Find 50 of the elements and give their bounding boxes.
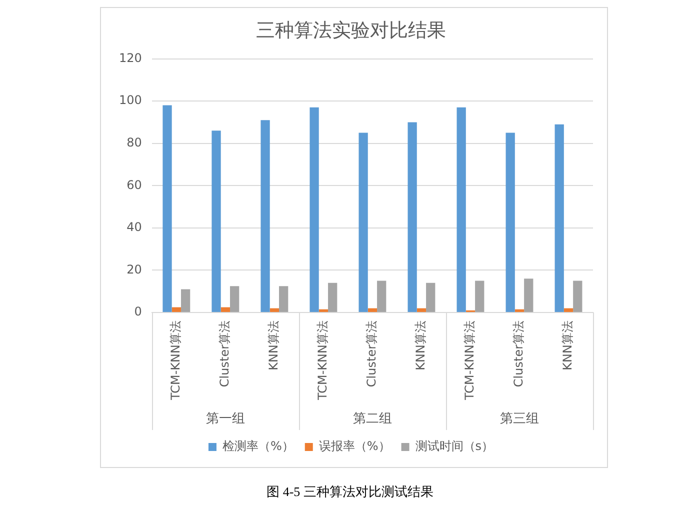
bar <box>573 280 582 312</box>
text: 第一组 <box>206 410 245 426</box>
bar <box>456 107 466 312</box>
bar <box>212 130 221 312</box>
bar <box>220 307 230 312</box>
chart-title: 三种算法实验对比结果 <box>256 19 446 42</box>
bar <box>377 280 386 312</box>
bar <box>260 120 270 312</box>
x-tick-label: TCM-KNN算法 <box>316 320 330 402</box>
y-tick-label: 120 <box>119 50 142 65</box>
x-tick-label: Cluster算法 <box>512 320 526 388</box>
y-tick-label: 0 <box>134 304 142 319</box>
text: 第三组 <box>500 410 539 426</box>
caption: 图 4-5 三种算法对比测试结果 <box>266 483 434 501</box>
bar <box>554 124 564 312</box>
legend-label: 误报率（%） <box>318 439 390 454</box>
y-tick-label: 40 <box>126 220 142 234</box>
legend-label: 检测率（%） <box>222 439 294 454</box>
bar <box>162 105 172 312</box>
legend-label: 测试时间（s） <box>415 439 494 454</box>
y-tick-label: 20 <box>126 262 142 276</box>
bar <box>279 286 288 312</box>
y-tick-label: 80 <box>126 135 142 150</box>
x-tick-label: Cluster算法 <box>218 320 232 388</box>
bar <box>368 308 378 312</box>
bar <box>328 282 338 312</box>
bar <box>514 309 524 312</box>
bar <box>318 309 328 312</box>
x-tick-label: KNN算法 <box>266 320 281 370</box>
bar <box>230 286 240 312</box>
bar <box>564 308 574 312</box>
x-tick-label: Cluster算法 <box>364 320 379 388</box>
x-tick-label: TCM-KNN算法 <box>462 320 477 402</box>
bar <box>506 132 515 312</box>
bar <box>426 282 436 312</box>
bar <box>358 132 368 312</box>
bar <box>408 122 417 312</box>
bar <box>270 308 280 312</box>
bar <box>416 308 426 312</box>
bar <box>475 280 484 312</box>
x-tick-label: KNN算法 <box>414 320 428 370</box>
x-tick-label: TCM-KNN算法 <box>168 320 183 402</box>
y-tick-label: 100 <box>119 93 142 108</box>
bar <box>310 107 319 312</box>
x-tick-label: KNN算法 <box>560 320 575 370</box>
y-tick-label: 60 <box>126 178 142 192</box>
bar <box>524 278 534 312</box>
bar <box>180 289 190 312</box>
text: 第二组 <box>352 410 392 426</box>
bar <box>172 307 181 312</box>
